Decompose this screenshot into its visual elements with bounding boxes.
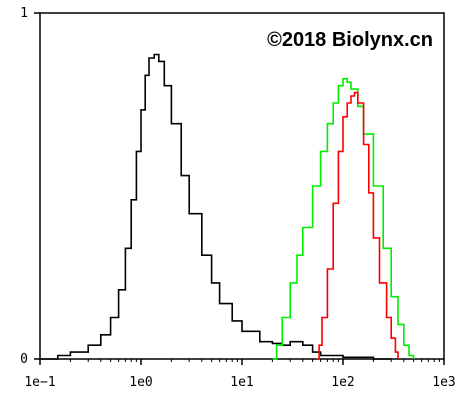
series-line-3 <box>316 91 399 360</box>
x-tick-label: 1e0 <box>129 375 152 390</box>
x-tick-label: 1e2 <box>331 375 354 390</box>
watermark-text: ©2018 Biolynx.cn <box>267 29 433 51</box>
x-tick-label: 1e1 <box>230 375 253 390</box>
y-tick-label: 0 <box>20 352 28 367</box>
series-line-2 <box>272 77 415 360</box>
x-tick-label: 1e3 <box>432 375 455 390</box>
x-tick-label: 1e−1 <box>24 375 55 390</box>
y-tick-label: 1 <box>20 6 28 21</box>
series-line-1 <box>40 53 392 360</box>
